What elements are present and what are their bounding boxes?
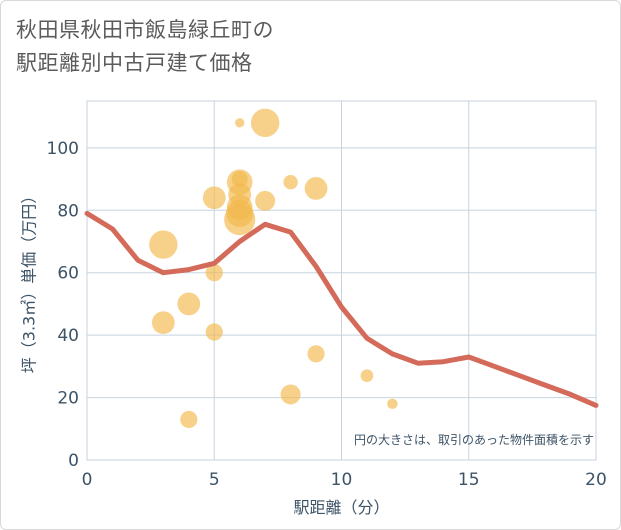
x-tick-label: 20 — [585, 470, 607, 490]
bubble-point — [224, 204, 256, 236]
y-tick-label: 80 — [57, 201, 79, 221]
grid-lines — [86, 101, 597, 461]
bubble-point — [307, 345, 325, 363]
bubble-point — [235, 118, 245, 128]
bubble-point — [250, 108, 280, 138]
bubble-point — [149, 230, 178, 259]
bubble-point — [360, 369, 374, 383]
chart-title-line2: 駅距離別中古戸建て価格 — [16, 51, 253, 75]
y-tick-label: 100 — [47, 139, 79, 159]
x-tick-label: 0 — [82, 470, 93, 490]
size-note: 円の大きさは、取引のあった物件面積を示す — [354, 432, 594, 447]
bubble-point — [280, 384, 301, 405]
bubble-point — [151, 311, 175, 335]
x-tick-label: 15 — [458, 470, 480, 490]
trend-line — [84, 210, 599, 408]
chart-title-line1: 秋田県秋田市飯島緑丘町の — [16, 18, 274, 42]
x-axis-label: 駅距離（分） — [293, 498, 389, 517]
y-tick-label: 60 — [57, 264, 79, 284]
y-axis-label: 坪（3.3㎡）単価（万円） — [20, 188, 39, 373]
bubble-point — [283, 174, 298, 190]
x-tick-label: 10 — [331, 470, 353, 490]
axis-ticks: 0 5 10 15 20 0 20 40 60 80 100 — [47, 139, 607, 490]
plot-area — [86, 100, 597, 461]
bubble-point — [304, 177, 328, 200]
bubble-point — [202, 186, 226, 210]
y-tick-label: 0 — [68, 451, 79, 471]
y-tick-label: 40 — [57, 326, 79, 346]
bubble-point — [177, 292, 201, 316]
bubble-point — [255, 190, 276, 211]
y-tick-label: 20 — [57, 389, 79, 409]
chart-title: 秋田県秋田市飯島緑丘町の 駅距離別中古戸建て価格 — [16, 14, 274, 80]
bubbles — [149, 108, 398, 429]
bubble-point — [205, 323, 223, 341]
bubble-point — [205, 264, 223, 282]
bubble-point — [231, 171, 248, 188]
bubble-point — [387, 398, 398, 410]
bubble-point — [180, 410, 198, 429]
x-tick-label: 5 — [209, 470, 220, 490]
